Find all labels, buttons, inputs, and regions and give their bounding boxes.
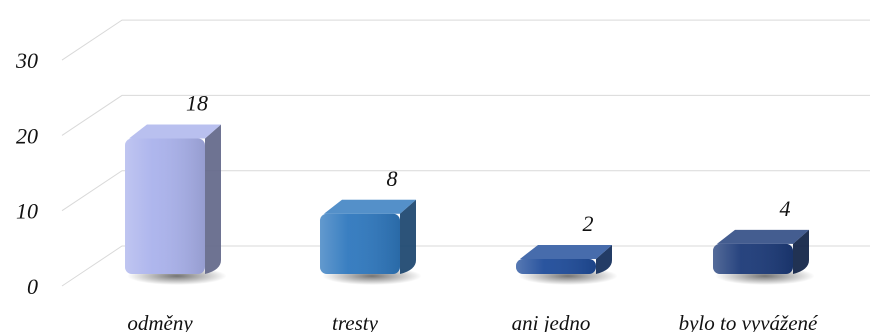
bars (125, 124, 815, 285)
category-label: ani jedno (512, 311, 591, 332)
bar-top-highlight (717, 229, 809, 244)
bar-ani-jedno (516, 244, 618, 285)
bar-front-gloss (713, 243, 793, 274)
bar-side-shade (400, 199, 416, 274)
bar-side-shade (793, 229, 809, 274)
y-tick-label: 20 (16, 123, 38, 148)
bar-front-gloss (125, 138, 205, 274)
gridline-10 (61, 170, 870, 212)
gridline-0 (61, 245, 870, 287)
category-label: odměny (127, 311, 193, 332)
bar-top-highlight (520, 244, 612, 259)
bar-front-gloss (516, 258, 596, 274)
y-axis-ticks: 0 10 20 30 (15, 48, 38, 299)
bar-side (596, 244, 612, 274)
category-label: bylo to vyvážené (679, 311, 819, 332)
data-label: 4 (780, 196, 791, 221)
bar-top (717, 229, 809, 244)
bar-top-highlight (129, 124, 221, 139)
category-label: tresty (332, 311, 379, 332)
gridline-30 (61, 19, 870, 61)
y-tick-label: 30 (15, 48, 38, 73)
bar-top (520, 244, 612, 259)
bar-tresty (320, 199, 422, 285)
bar-bylo-to-vyvážené (713, 229, 815, 285)
bar-odměny (125, 124, 227, 285)
bar-top-highlight (324, 199, 416, 214)
grid (61, 19, 870, 287)
data-label: 18 (186, 90, 208, 115)
bar-top (324, 199, 416, 214)
labels: 18 odměny 8 tresty 2 ani jedno 4 bylo to vyváže… (127, 90, 819, 332)
y-tick-label: 0 (27, 274, 38, 299)
data-label: 2 (583, 211, 594, 236)
bar-side (793, 229, 809, 274)
bar-side-shade (205, 124, 221, 275)
data-label: 8 (387, 166, 398, 191)
gridline-20 (61, 94, 870, 136)
bar-top (129, 124, 221, 139)
bar-side (205, 124, 221, 275)
y-tick-label: 10 (16, 199, 38, 224)
bar-side-shade (596, 244, 612, 274)
bar-side (400, 199, 416, 274)
bar-front-gloss (320, 213, 400, 274)
